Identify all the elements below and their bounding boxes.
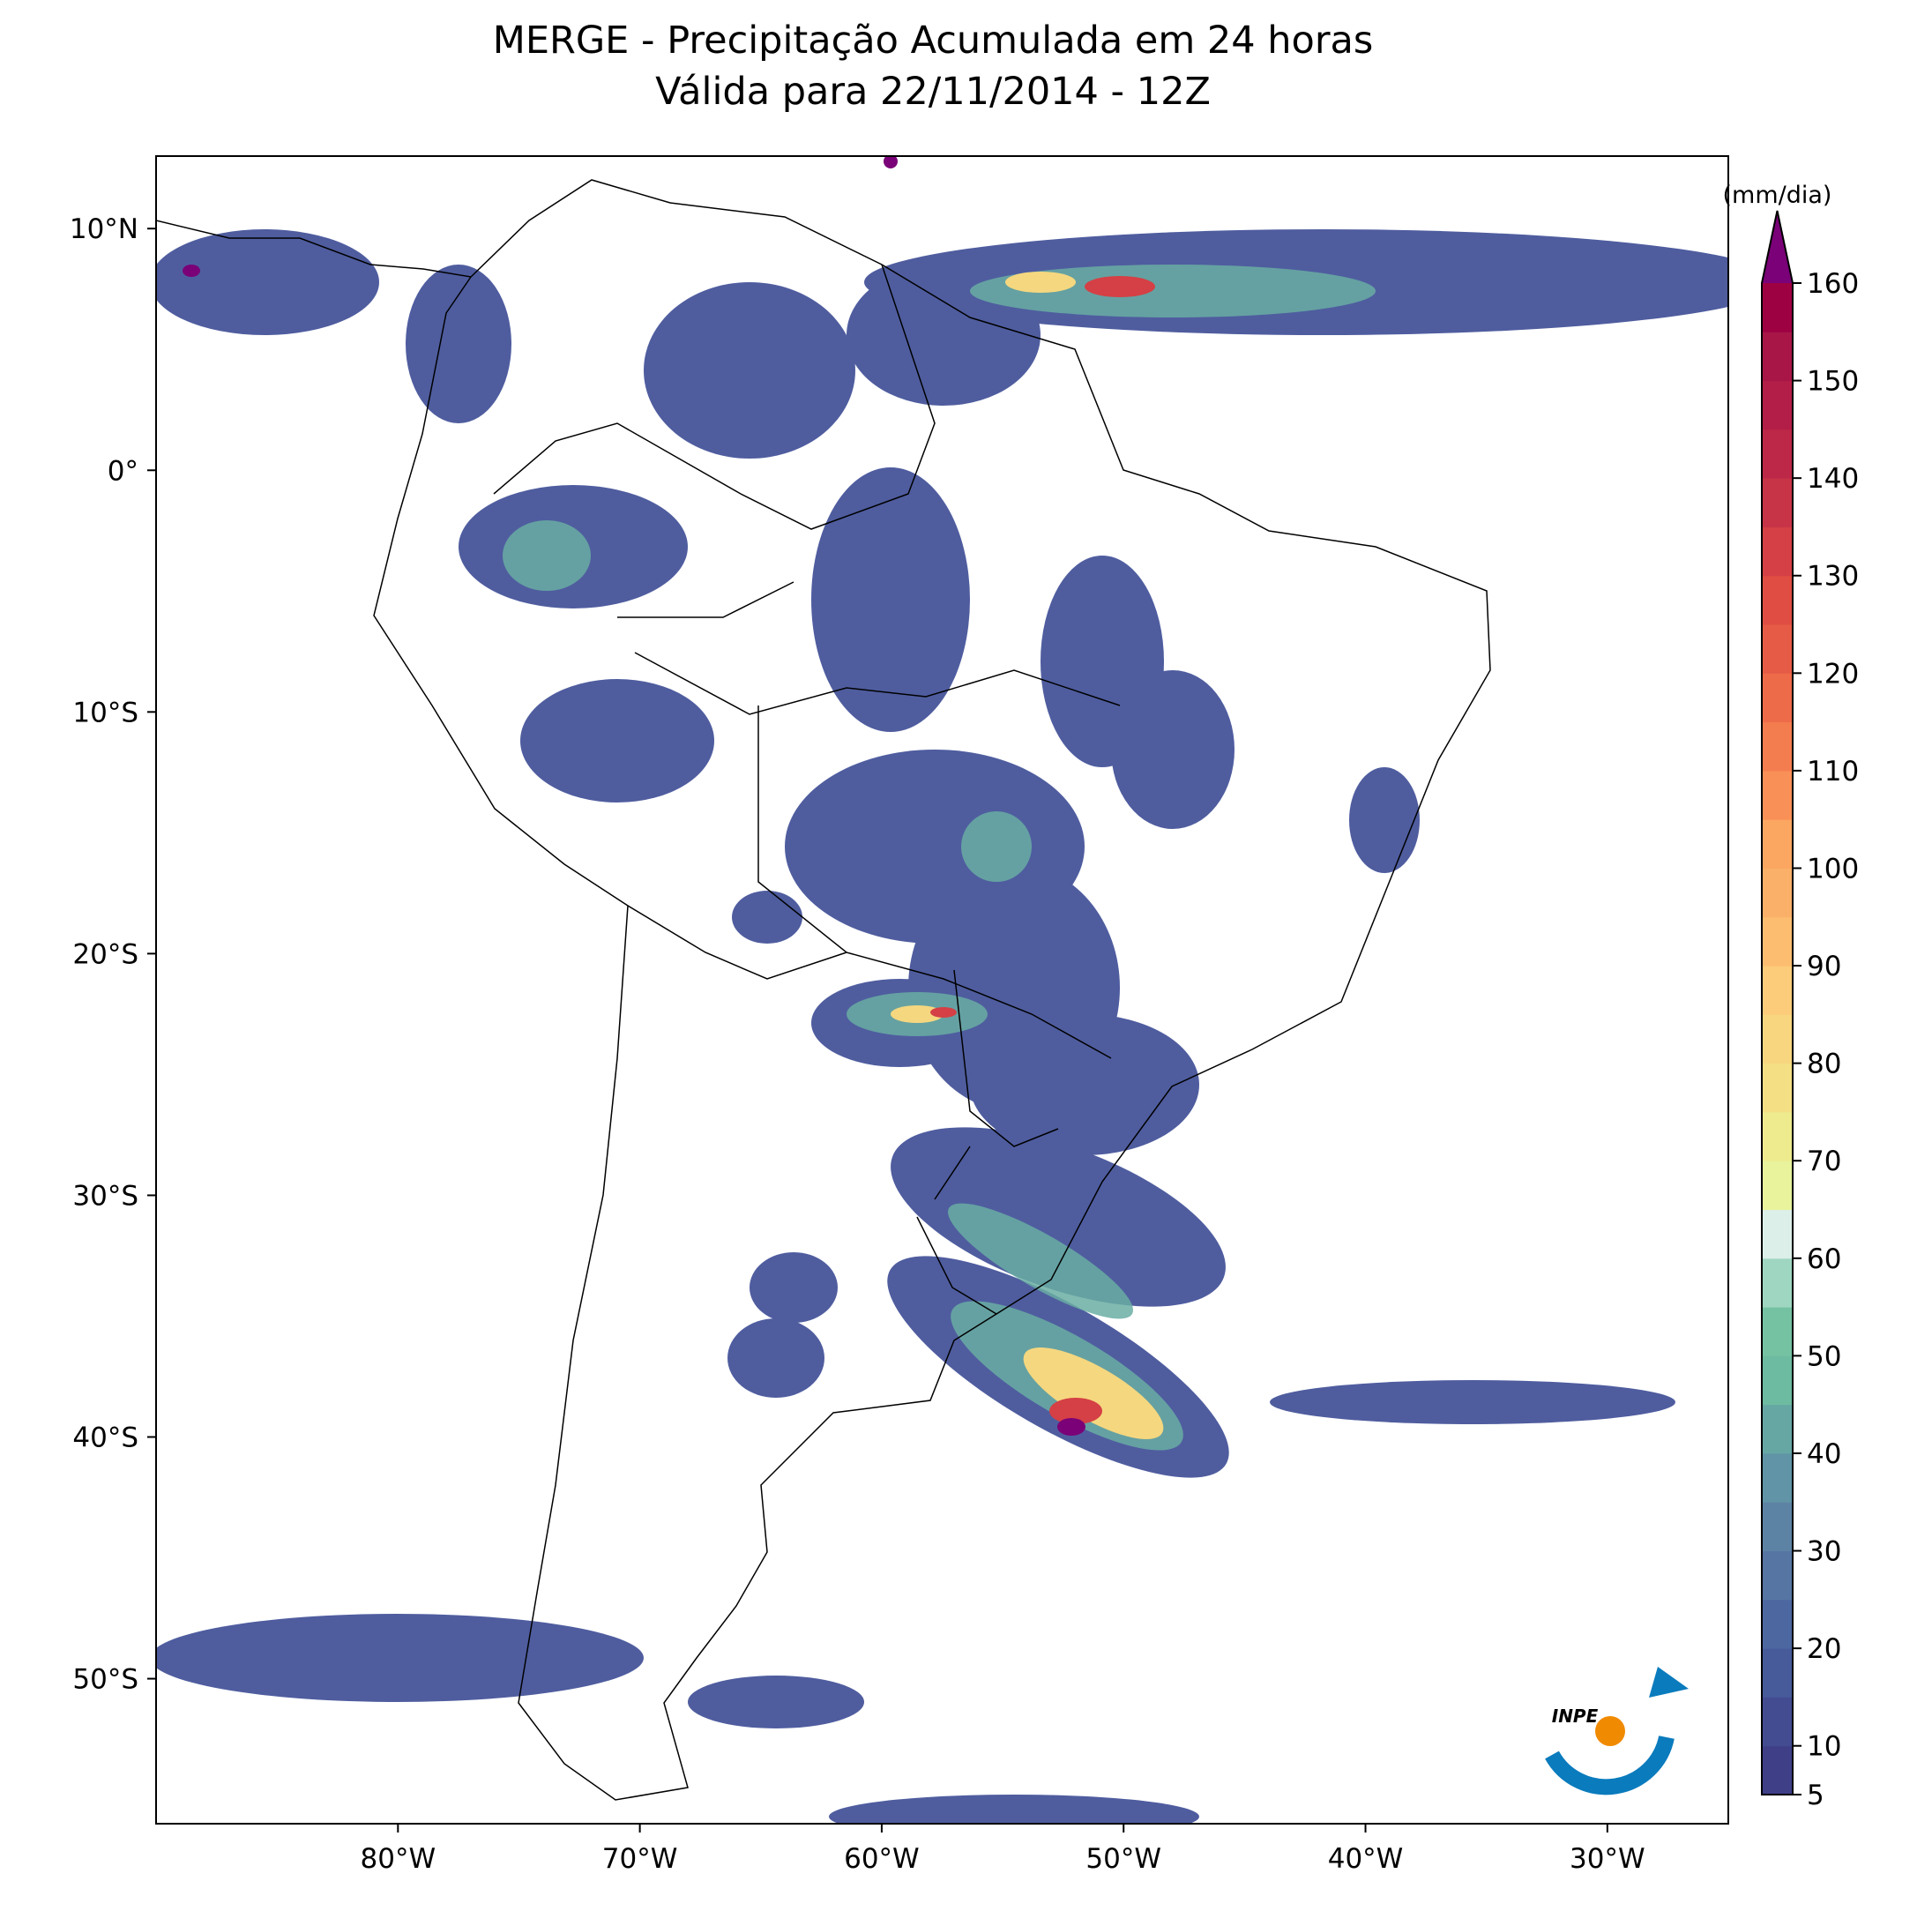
colorbar-tick-label: 80 (1807, 1049, 1841, 1080)
colorbar-band (1762, 1404, 1793, 1454)
y-tick-label: 40°S (72, 1422, 138, 1454)
y-tick-label: 0° (108, 455, 138, 487)
y-tick-label: 20°S (72, 938, 138, 970)
precipitation-field (156, 156, 1728, 1824)
coastline (156, 179, 1491, 1801)
colorbar-band (1762, 1599, 1793, 1649)
colorbar-band (1762, 819, 1793, 869)
colorbar-band (1762, 1111, 1793, 1161)
chart-title: MERGE - Precipitação Acumulada em 24 hor… (493, 19, 1374, 63)
y-tick-label: 50°S (72, 1664, 138, 1696)
colorbar-tick-label: 150 (1807, 366, 1859, 398)
colorbar-tick-label: 130 (1807, 561, 1859, 593)
colorbar-band (1762, 1745, 1793, 1795)
colorbar-band (1762, 624, 1793, 674)
colorbar-band (1762, 721, 1793, 772)
colorbar-band (1762, 380, 1793, 430)
colorbar-tick-label: 140 (1807, 463, 1859, 495)
x-tick-label: 40°W (1328, 1843, 1404, 1875)
colorbar-frame (1761, 210, 1794, 1795)
colorbar-tick-label: 20 (1807, 1633, 1841, 1665)
colorbar-band (1762, 916, 1793, 967)
chart-subtitle: Válida para 22/11/2014 - 12Z (655, 70, 1211, 114)
colorbar-band (1762, 1161, 1793, 1211)
colorbar-band (1762, 1697, 1793, 1747)
colorbar-band (1762, 1452, 1793, 1503)
colorbar-tick-label: 5 (1807, 1780, 1824, 1811)
y-tick-label: 10°N (70, 213, 138, 245)
colorbar-band (1762, 1355, 1793, 1406)
map-frame (155, 155, 1729, 1825)
colorbar-band (1762, 1258, 1793, 1308)
colorbar-tick-label: 110 (1807, 756, 1859, 788)
colorbar-band (1762, 1502, 1793, 1552)
x-tick-label: 30°W (1570, 1843, 1645, 1875)
colorbar-band (1762, 1550, 1793, 1601)
colorbar-band (1762, 673, 1793, 723)
colorbar-tick-label: 50 (1807, 1340, 1841, 1372)
colorbar-tick-label: 100 (1807, 853, 1859, 885)
colorbar-band (1762, 868, 1793, 918)
logo-text: INPE (1552, 1706, 1599, 1727)
colorbar-tick-label: 10 (1807, 1731, 1841, 1763)
y-tick-label: 30°S (72, 1180, 138, 1212)
colorbar-band (1762, 526, 1793, 577)
colorbar-band (1762, 1648, 1793, 1698)
colorbar-tick-label: 90 (1807, 951, 1841, 982)
colorbar-tick-label: 30 (1807, 1536, 1841, 1568)
colorbar-band (1762, 1307, 1793, 1356)
colorbar-tick-label: 160 (1807, 268, 1859, 300)
colorbar-extend (1762, 211, 1793, 283)
colorbar-band (1762, 1063, 1793, 1113)
colorbar-band (1762, 429, 1793, 479)
colorbar-band (1762, 575, 1793, 625)
colorbar-tick-label: 60 (1807, 1243, 1841, 1275)
colorbar-band (1762, 478, 1793, 527)
colorbar-band (1762, 966, 1793, 1015)
colorbar-band (1762, 1209, 1793, 1259)
colorbar-band (1762, 283, 1793, 332)
colorbar-band (1762, 1014, 1793, 1064)
x-tick-label: 50°W (1085, 1843, 1161, 1875)
colorbar-tick-label: 40 (1807, 1438, 1841, 1470)
colorbar-tick-label: 70 (1807, 1146, 1841, 1177)
colorbar-band (1762, 770, 1793, 820)
y-tick-label: 10°S (72, 697, 138, 728)
colorbar-tick-label: 120 (1807, 658, 1859, 690)
x-tick-label: 60°W (844, 1843, 920, 1875)
x-tick-label: 70°W (602, 1843, 678, 1875)
colorbar-band (1762, 332, 1793, 382)
x-tick-label: 80°W (361, 1843, 436, 1875)
colorbar-label: (mm/dia) (1723, 182, 1832, 209)
logo: INPE (1545, 1667, 1689, 1795)
